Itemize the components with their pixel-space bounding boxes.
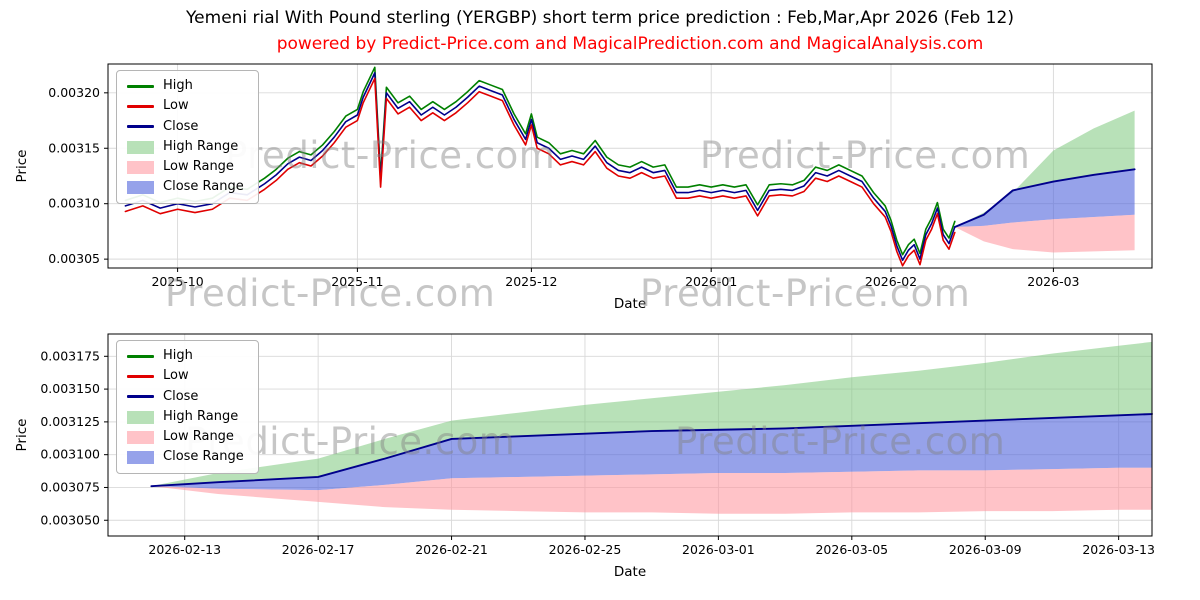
legend-patch-swatch: [127, 160, 154, 174]
x-tick-label: 2026-02-25: [549, 542, 622, 557]
x-tick-label: 2026-03-05: [815, 542, 888, 557]
y-tick-label: 0.003100: [40, 447, 100, 462]
legend-line-swatch: [127, 374, 154, 378]
top-chart: 2025-10 2025-11 2025-12 2026-01 2026-02 2026-…: [0, 60, 1200, 318]
low-range-band: [954, 214, 1135, 253]
x-tick-label: 2025-12: [505, 274, 557, 289]
legend-line-swatch: [127, 395, 154, 399]
prediction-close-line: [953, 168, 1136, 228]
x-tick-label: 2026-02-21: [415, 542, 488, 557]
close-range-band: [954, 169, 1135, 227]
legend-label: Low Range: [163, 429, 234, 445]
y-axis-label: Price: [14, 419, 30, 452]
x-axis-label: Date: [614, 564, 646, 580]
legend: High Low Close High Range Low Range Close Ran…: [116, 70, 259, 204]
y-tick-label: 0.003175: [40, 348, 100, 363]
figure-subtitle: powered by Predict-Price.com and Magical…: [276, 34, 984, 54]
low-range-band: [151, 467, 1152, 514]
legend-label: Close Range: [163, 449, 244, 465]
legend-patch-swatch: [127, 181, 154, 195]
legend-label: Low: [163, 368, 189, 384]
legend-line-swatch: [127, 104, 154, 108]
legend-item-high: High: [127, 78, 244, 93]
x-tick-label: 2026-03-09: [949, 542, 1022, 557]
close-line: [124, 72, 956, 262]
legend-label: High: [163, 348, 193, 363]
figure-title: Yemeni rial With Pound sterling (YERGBP)…: [186, 8, 1014, 28]
x-axis-label: Date: [614, 296, 646, 312]
x-tick-label: 2026-02: [865, 274, 917, 289]
legend-label: High Range: [163, 138, 239, 154]
y-tick-label: 0.00315: [48, 140, 100, 155]
legend: High Low Close High Range Low Range Close Ran…: [116, 340, 259, 474]
legend-label: Low Range: [163, 159, 234, 175]
y-tick-label: 0.003075: [40, 479, 100, 494]
legend-patch-swatch: [127, 451, 154, 465]
close-range-band: [151, 414, 1152, 491]
y-tick-label: 0.00310: [48, 196, 100, 211]
low-line: [124, 77, 956, 267]
legend-item-high-range: High Range: [127, 138, 244, 154]
high-line: [124, 66, 956, 256]
prediction-close-line: [150, 413, 1153, 488]
x-tick-label: 2025-11: [331, 274, 383, 289]
legend-line-swatch: [127, 354, 154, 358]
legend-patch-swatch: [127, 410, 154, 424]
x-tick-label: 2026-03-13: [1082, 542, 1155, 557]
legend-item-high: High: [127, 348, 244, 363]
x-tick-label: 2025-10: [151, 274, 203, 289]
x-tick-label: 2026-02-17: [282, 542, 355, 557]
legend-item-close-range: Close Range: [127, 180, 244, 194]
high-range-band: [151, 341, 1152, 487]
axes-frame: [107, 333, 1153, 537]
legend-patch-swatch: [127, 430, 154, 444]
legend-label: High: [163, 78, 193, 93]
legend-label: Close: [163, 388, 199, 404]
legend-label: Close: [163, 118, 199, 134]
legend-label: Low: [163, 98, 189, 114]
legend-line-swatch: [127, 125, 154, 129]
legend-item-low-range: Low Range: [127, 159, 244, 175]
y-tick-label: 0.003125: [40, 414, 100, 429]
legend-item-close-range: Close Range: [127, 450, 244, 464]
legend-label: Close Range: [163, 179, 244, 195]
high-range-band: [954, 110, 1135, 227]
legend-item-close: Close: [127, 388, 244, 404]
bottom-chart: 2026-02-13 2026-02-17 2026-02-21 2026-02-25…: [0, 318, 1200, 586]
legend-patch-swatch: [127, 140, 154, 154]
legend-item-low-range: Low Range: [127, 429, 244, 445]
x-tick-label: 2026-03-01: [682, 542, 755, 557]
legend-label: High Range: [163, 408, 239, 424]
y-tick-label: 0.00305: [48, 251, 100, 266]
legend-item-low: Low: [127, 98, 244, 114]
legend-line-swatch: [127, 84, 154, 88]
y-tick-label: 0.003150: [40, 381, 100, 396]
x-tick-label: 2026-02-13: [148, 542, 221, 557]
x-tick-label: 2026-01: [685, 274, 737, 289]
x-tick-label: 2026-03: [1027, 274, 1079, 289]
y-tick-label: 0.00320: [48, 85, 100, 100]
axes-frame: [107, 63, 1153, 269]
legend-item-low: Low: [127, 368, 244, 384]
y-tick-label: 0.003050: [40, 512, 100, 527]
legend-item-close: Close: [127, 118, 244, 134]
legend-item-high-range: High Range: [127, 408, 244, 424]
y-axis-label: Price: [14, 150, 30, 183]
